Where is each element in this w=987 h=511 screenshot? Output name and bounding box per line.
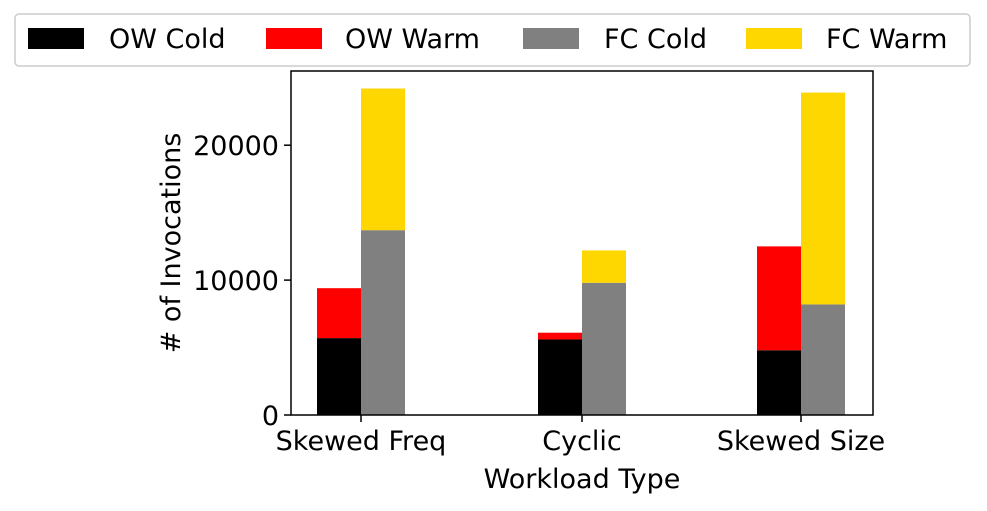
bar-cyclic-ow-warm [538,332,582,340]
legend-label-ow-cold: OW Cold [109,24,226,55]
bar-skewed-freq-fc-warm [361,88,405,231]
y-axis-title: # of Invocations [156,133,187,354]
bar-cyclic-fc-cold [582,282,626,415]
y-tick-label-20000: 20000 [193,131,279,162]
legend: OW Cold OW Warm FC Cold FC Warm [14,13,971,67]
x-tick-label-skewed-freq: Skewed Freq [276,426,447,457]
bar-skewed-freq-fc-cold [361,230,405,415]
x-axis-title: Workload Type [484,464,681,495]
legend-label-fc-warm: FC Warm [826,24,947,55]
y-tick-label-10000: 10000 [193,266,279,297]
x-axis-ticks: Skewed Freq Cyclic Skewed Size [276,415,885,457]
bar-cyclic-ow-cold [538,339,582,415]
bar-skewed-freq-ow-cold [317,338,361,415]
x-tick-label-cyclic: Cyclic [542,426,622,457]
legend-swatch-ow-cold [28,28,84,49]
bar-skewed-freq-ow-warm [317,288,361,339]
y-tick-label-0: 0 [262,401,279,432]
bar-skewed-size-fc-warm [801,92,845,305]
x-tick-label-skewed-size: Skewed Size [717,426,885,457]
bars-layer [317,88,845,415]
legend-frame [14,13,971,67]
legend-swatch-ow-warm [266,28,322,49]
y-axis-ticks: 0 10000 20000 [193,131,291,432]
legend-label-ow-warm: OW Warm [345,24,480,55]
bar-skewed-size-ow-warm [757,246,801,351]
bar-cyclic-fc-warm [582,250,626,283]
bar-skewed-size-fc-cold [801,304,845,415]
bar-skewed-size-ow-cold [757,350,801,415]
legend-swatch-fc-warm [746,28,802,49]
legend-label-fc-cold: FC Cold [604,24,707,55]
legend-swatch-fc-cold [523,28,579,49]
